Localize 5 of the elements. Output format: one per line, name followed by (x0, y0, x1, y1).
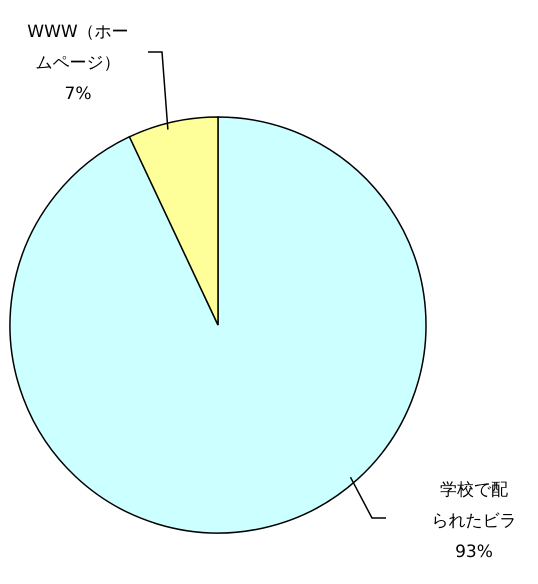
data-label: 7% (64, 84, 92, 104)
slice-label: WWW（ホームページ） (27, 22, 129, 73)
data-label: 93% (455, 542, 493, 562)
pie-slice (9, 116, 427, 534)
slice-label: 学校で配られたビラ (432, 480, 516, 531)
